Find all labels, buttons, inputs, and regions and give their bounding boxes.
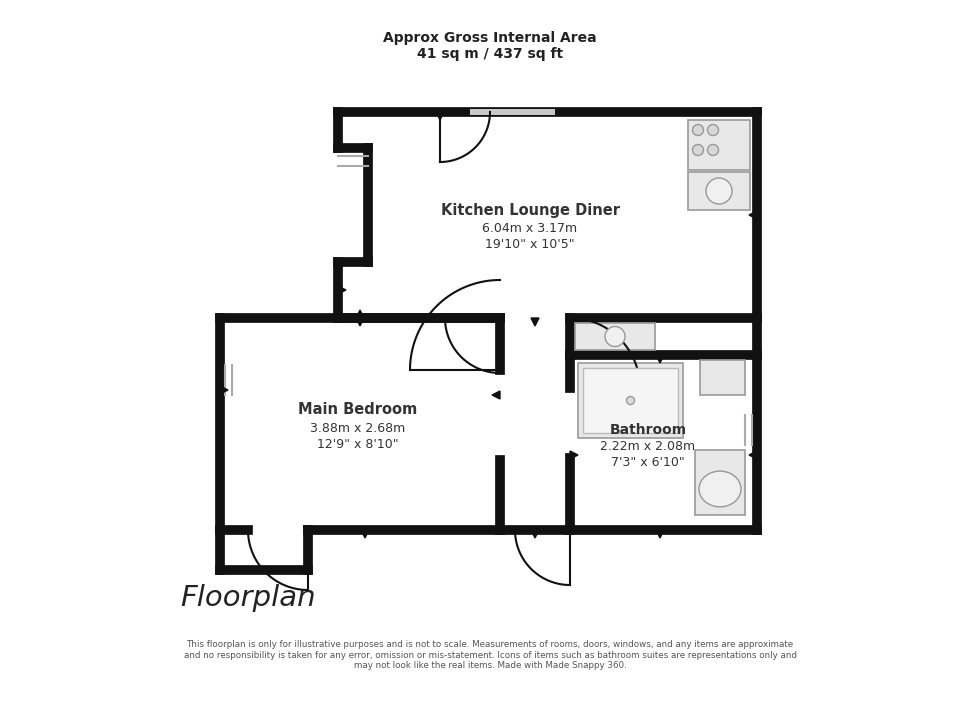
Bar: [695, 450, 745, 515]
Text: 2.22m x 2.08m: 2.22m x 2.08m: [601, 441, 696, 453]
Circle shape: [626, 396, 634, 405]
Bar: [700, 360, 745, 395]
Ellipse shape: [699, 471, 741, 507]
Bar: [578, 363, 683, 438]
Circle shape: [706, 178, 732, 204]
Polygon shape: [220, 386, 228, 394]
Bar: [220, 318, 500, 530]
Polygon shape: [531, 530, 539, 538]
Bar: [583, 368, 678, 433]
Text: 6.04m x 3.17m: 6.04m x 3.17m: [482, 221, 577, 235]
Text: Kitchen Lounge Diner: Kitchen Lounge Diner: [440, 202, 619, 218]
Polygon shape: [356, 310, 364, 318]
Bar: [575, 323, 655, 350]
Bar: [688, 172, 750, 210]
Circle shape: [708, 145, 718, 156]
Polygon shape: [656, 355, 664, 363]
Bar: [570, 318, 757, 355]
Polygon shape: [356, 318, 364, 326]
Text: 7'3" x 6'10": 7'3" x 6'10": [612, 457, 685, 470]
Polygon shape: [656, 530, 664, 538]
Text: 12'9" x 8'10": 12'9" x 8'10": [318, 438, 399, 450]
Polygon shape: [570, 451, 578, 459]
Polygon shape: [749, 211, 757, 219]
Polygon shape: [749, 451, 757, 459]
Bar: [570, 355, 757, 530]
Polygon shape: [492, 391, 500, 399]
Bar: [338, 112, 757, 318]
Text: Bathroom: Bathroom: [610, 423, 687, 437]
Polygon shape: [531, 318, 539, 326]
Polygon shape: [436, 112, 444, 120]
Bar: [470, 109, 555, 115]
Text: 19'10" x 10'5": 19'10" x 10'5": [485, 238, 575, 250]
Text: 3.88m x 2.68m: 3.88m x 2.68m: [311, 422, 406, 434]
Text: 41 sq m / 437 sq ft: 41 sq m / 437 sq ft: [416, 47, 564, 61]
Circle shape: [605, 326, 625, 346]
Circle shape: [693, 145, 704, 156]
Text: Floorplan: Floorplan: [180, 584, 316, 612]
Polygon shape: [361, 530, 369, 538]
Bar: [688, 120, 750, 170]
Text: Main Bedroom: Main Bedroom: [298, 403, 417, 417]
Bar: [220, 530, 308, 570]
Text: Approx Gross Internal Area: Approx Gross Internal Area: [383, 31, 597, 45]
Bar: [500, 318, 570, 530]
Circle shape: [693, 125, 704, 135]
Text: This floorplan is only for illustrative purposes and is not to scale. Measuremen: This floorplan is only for illustrative …: [183, 640, 797, 670]
Circle shape: [708, 125, 718, 135]
Polygon shape: [338, 286, 346, 294]
